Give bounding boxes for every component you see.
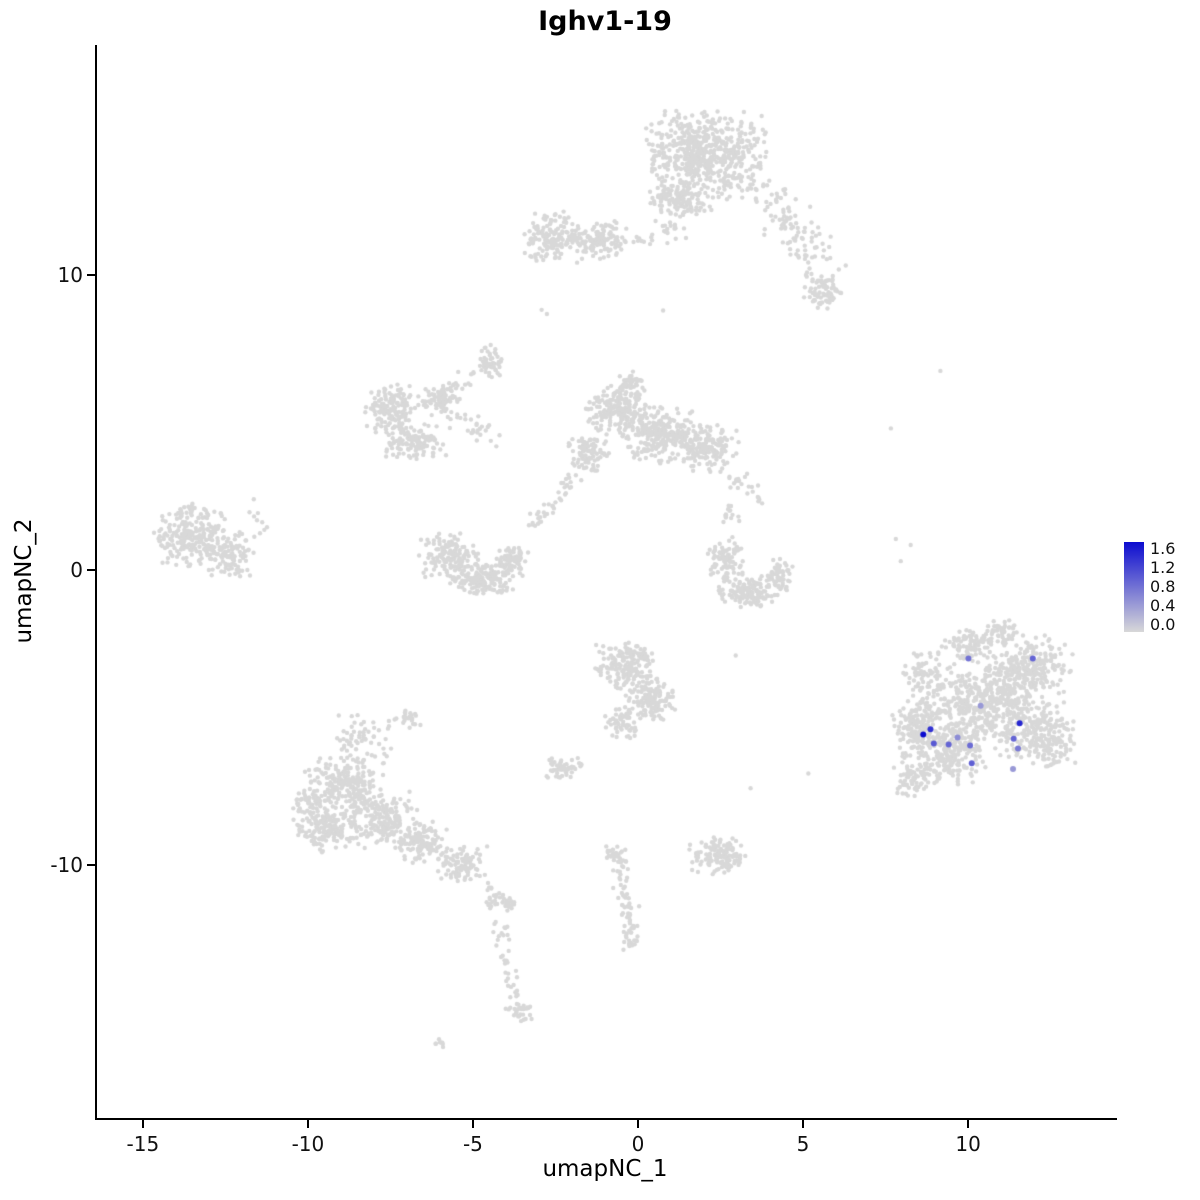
x-tick-label: -15	[126, 1132, 160, 1156]
plot-panel	[95, 45, 1117, 1120]
x-tick-mark	[802, 1120, 805, 1128]
legend-tick-label: 1.2	[1150, 558, 1176, 578]
x-tick-label: 10	[955, 1132, 981, 1156]
color-legend: 1.6 1.2 0.8 0.4 0.0	[1124, 539, 1196, 634]
x-tick-label: 0	[631, 1132, 645, 1156]
x-axis-title: umapNC_1	[542, 1156, 668, 1182]
x-tick-mark	[306, 1120, 309, 1128]
y-tick-label: 10	[57, 263, 83, 288]
legend-tick-label: 0.8	[1150, 577, 1176, 596]
x-tick-label: -10	[291, 1132, 325, 1156]
legend-tick-label: 0.0	[1150, 614, 1176, 634]
y-tick-label: 0	[70, 557, 83, 582]
y-tick-mark	[87, 274, 95, 277]
plot-title: Ighv1-19	[538, 6, 672, 37]
x-tick-label: 5	[796, 1132, 810, 1156]
legend-tick-label: 1.6	[1150, 539, 1176, 559]
x-tick-mark	[141, 1120, 144, 1128]
x-tick-mark	[637, 1120, 639, 1128]
x-tick-label: -5	[462, 1132, 483, 1156]
legend-gradient-bar	[1124, 542, 1144, 632]
x-tick-mark	[967, 1120, 970, 1128]
legend-tick-label: 0.4	[1150, 595, 1176, 615]
umap-scatter-canvas	[97, 45, 1117, 1118]
y-tick-label: -10	[50, 852, 83, 877]
x-tick-mark	[471, 1120, 474, 1128]
y-tick-mark	[87, 863, 95, 866]
y-tick-mark	[87, 568, 95, 571]
y-axis-title: umapNC_2	[11, 518, 37, 644]
